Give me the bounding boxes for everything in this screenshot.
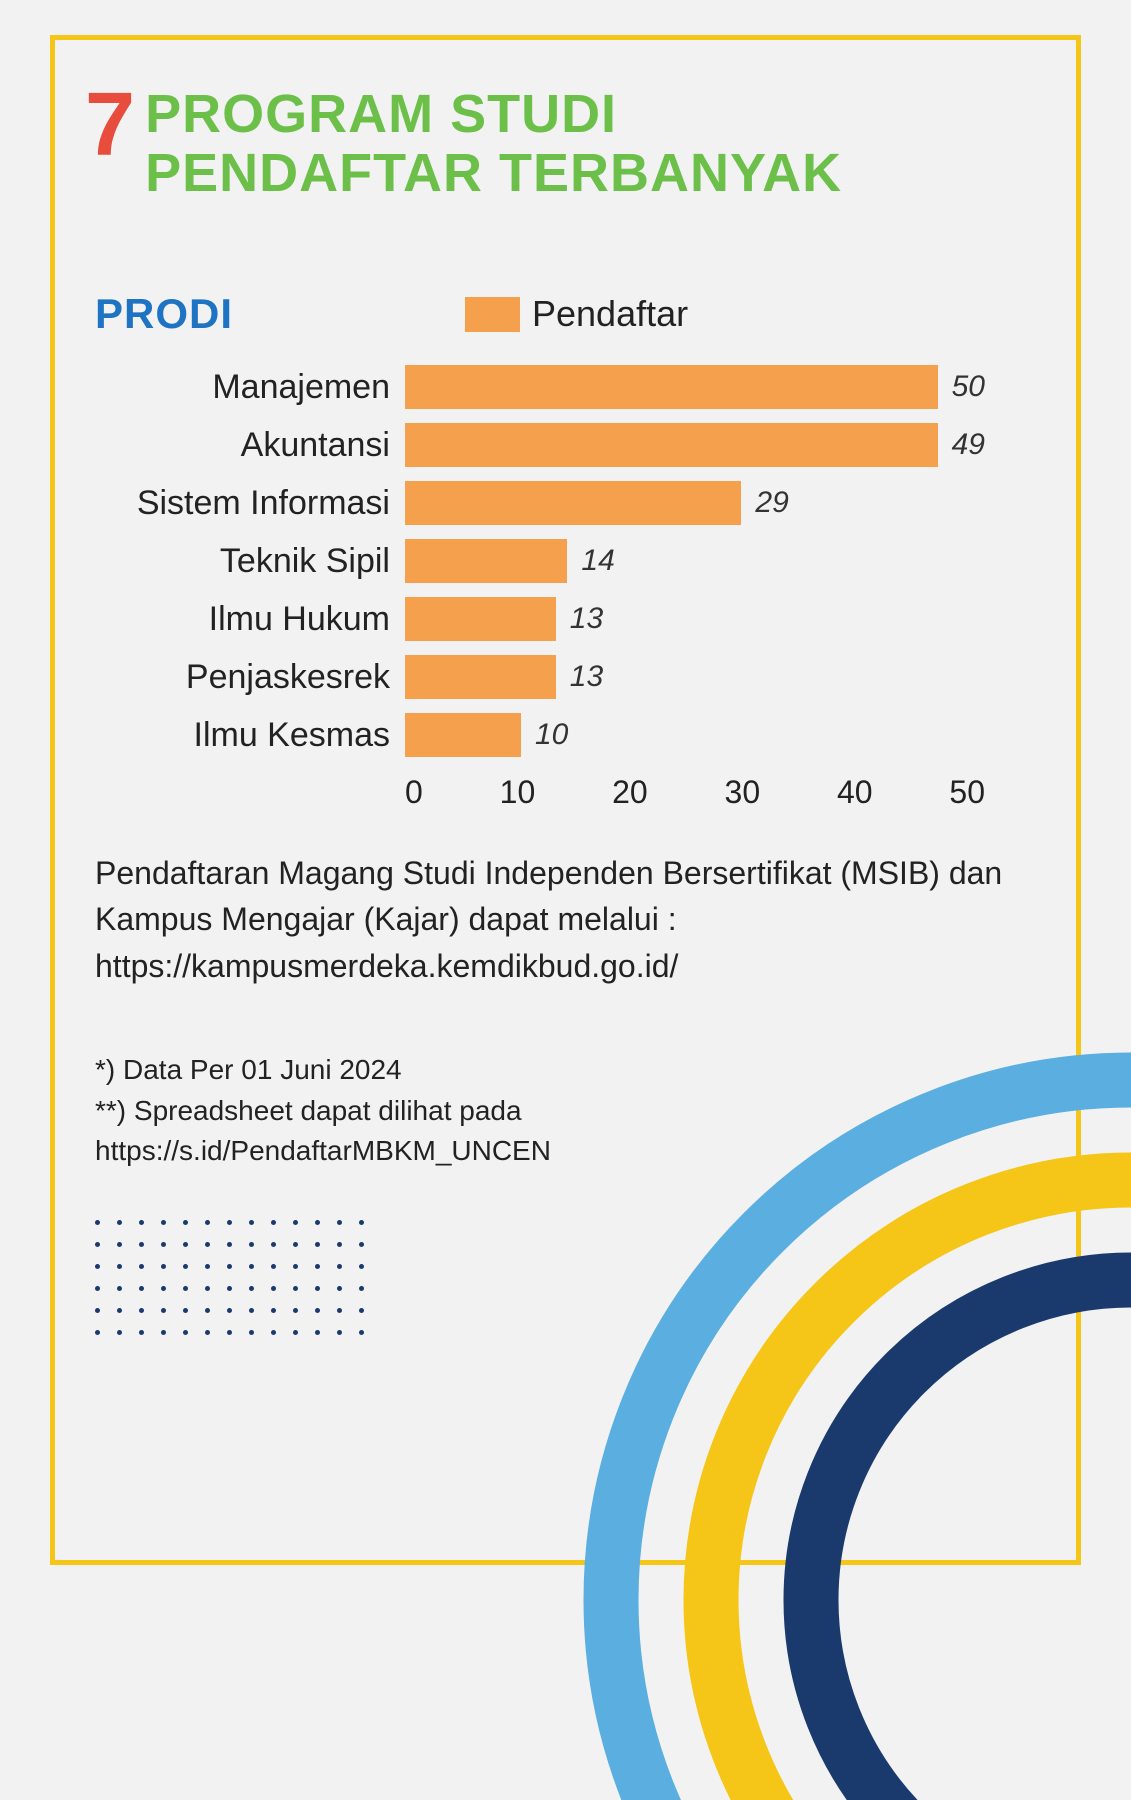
bar-track: 10 bbox=[405, 713, 985, 757]
bars-container: Manajemen 50 Akuntansi 49 Sistem Informasi 29… bbox=[95, 358, 1035, 764]
legend: Pendaftar bbox=[465, 293, 688, 335]
bar-chart: PRODI Pendaftar Manajemen 50 Akuntansi 49 Si… bbox=[95, 290, 1035, 811]
bar-value: 50 bbox=[952, 370, 985, 404]
x-tick: 30 bbox=[725, 774, 761, 811]
bar-row: Ilmu Hukum 13 bbox=[95, 590, 1035, 648]
x-tick: 10 bbox=[500, 774, 536, 811]
bar-value: 49 bbox=[952, 428, 985, 462]
bar-track: 29 bbox=[405, 481, 985, 525]
bar-row: Manajemen 50 bbox=[95, 358, 1035, 416]
bar-row: Teknik Sipil 14 bbox=[95, 532, 1035, 590]
bar-value: 14 bbox=[581, 544, 614, 578]
bar-row: Akuntansi 49 bbox=[95, 416, 1035, 474]
legend-swatch bbox=[465, 297, 520, 332]
bar-label: Teknik Sipil bbox=[95, 542, 405, 581]
x-tick: 40 bbox=[837, 774, 873, 811]
bar-fill bbox=[405, 655, 556, 699]
dot-pattern bbox=[95, 1220, 375, 1346]
bar-fill bbox=[405, 481, 741, 525]
bar-track: 14 bbox=[405, 539, 985, 583]
legend-label: Pendaftar bbox=[532, 293, 688, 335]
bar-label: Penjaskesrek bbox=[95, 658, 405, 697]
bar-label: Akuntansi bbox=[95, 426, 405, 465]
header: 7 PROGRAM STUDI PENDAFTAR TERBANYAK bbox=[85, 85, 842, 204]
bar-row: Ilmu Kesmas 10 bbox=[95, 706, 1035, 764]
bar-label: Ilmu Kesmas bbox=[95, 716, 405, 755]
title-line-1: PROGRAM STUDI bbox=[145, 85, 842, 144]
bar-label: Manajemen bbox=[95, 368, 405, 407]
chart-header: PRODI Pendaftar bbox=[95, 290, 1035, 338]
bar-track: 13 bbox=[405, 655, 985, 699]
bar-row: Penjaskesrek 13 bbox=[95, 648, 1035, 706]
bar-fill bbox=[405, 365, 938, 409]
header-title: PROGRAM STUDI PENDAFTAR TERBANYAK bbox=[145, 85, 842, 204]
bar-label: Ilmu Hukum bbox=[95, 600, 405, 639]
arc-decoration bbox=[431, 900, 1131, 1800]
bar-fill bbox=[405, 539, 567, 583]
x-tick: 20 bbox=[612, 774, 648, 811]
bar-track: 49 bbox=[405, 423, 985, 467]
bar-value: 13 bbox=[570, 660, 603, 694]
bar-label: Sistem Informasi bbox=[95, 484, 405, 523]
bar-fill bbox=[405, 713, 521, 757]
section-label: PRODI bbox=[95, 290, 405, 338]
header-number: 7 bbox=[85, 85, 135, 166]
bar-fill bbox=[405, 597, 556, 641]
bar-fill bbox=[405, 423, 938, 467]
x-axis: 0 10 20 30 40 50 bbox=[405, 774, 985, 811]
bar-value: 13 bbox=[570, 602, 603, 636]
bar-track: 13 bbox=[405, 597, 985, 641]
x-tick: 0 bbox=[405, 774, 423, 811]
bar-row: Sistem Informasi 29 bbox=[95, 474, 1035, 532]
bar-value: 10 bbox=[535, 718, 568, 752]
x-tick: 50 bbox=[949, 774, 985, 811]
title-line-2: PENDAFTAR TERBANYAK bbox=[145, 144, 842, 203]
bar-value: 29 bbox=[755, 486, 788, 520]
bar-track: 50 bbox=[405, 365, 985, 409]
